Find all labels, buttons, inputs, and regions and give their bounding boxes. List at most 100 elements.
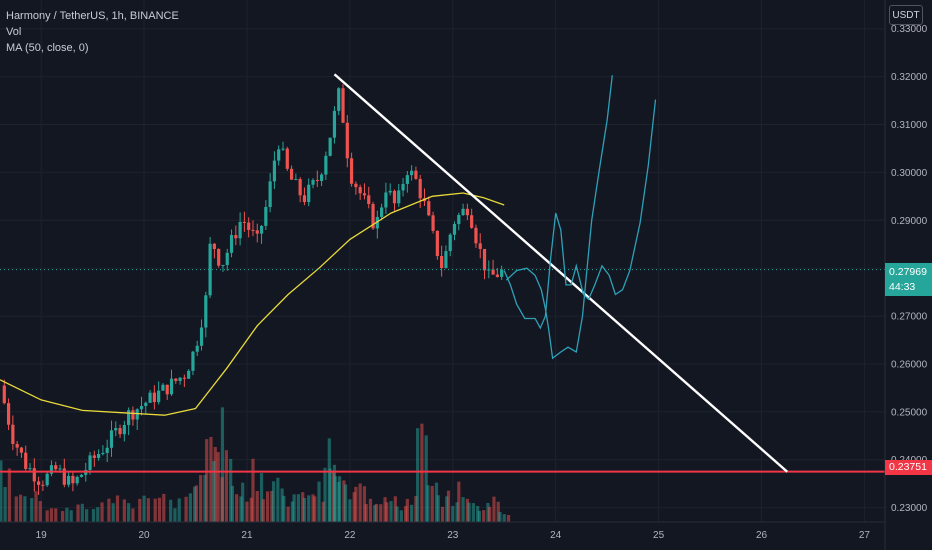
time-tick-label: 25: [653, 530, 665, 541]
volume-bar: [3, 487, 7, 522]
volume-bar: [486, 502, 490, 522]
price-tick-label: 0.27000: [891, 312, 928, 323]
price-tick-label: 0.31000: [891, 120, 928, 131]
volume-bar: [188, 493, 192, 522]
volume-bar: [235, 494, 239, 522]
candle-down: [392, 190, 397, 204]
price-tick-label: 0.30000: [891, 168, 928, 179]
time-tick-label: 22: [344, 530, 356, 541]
volume-bar: [199, 475, 203, 522]
candle-up: [135, 409, 139, 420]
volume-indicator-label[interactable]: Vol: [6, 26, 22, 38]
volume-bar: [229, 458, 233, 522]
candle-down: [341, 88, 345, 123]
candle-down: [367, 195, 371, 205]
candle-up: [311, 180, 315, 185]
candle-up: [319, 174, 324, 181]
volume-bar: [434, 482, 439, 522]
candle-up: [45, 473, 49, 486]
candle-down: [289, 168, 294, 180]
moving-average-label[interactable]: MA (50, close, 0): [6, 42, 89, 54]
volume-bar: [230, 485, 234, 522]
volume-bar: [354, 486, 358, 522]
volume-bar: [446, 490, 451, 522]
volume-bar: [220, 477, 224, 522]
candle-up: [139, 406, 144, 410]
volume-bar: [194, 485, 198, 522]
volume-bar: [292, 494, 296, 522]
volume-bar: [420, 423, 424, 522]
candle-down: [118, 428, 122, 435]
volume-bar: [410, 504, 414, 522]
candle-down: [15, 443, 19, 448]
candle-up: [169, 378, 174, 395]
candle-down: [247, 222, 251, 230]
volume-bar: [362, 486, 367, 522]
volume-bar: [393, 496, 397, 522]
candle-down: [315, 180, 319, 182]
candle-down: [358, 187, 362, 194]
last-price-tag: 0.27969 44:33: [885, 263, 932, 296]
candle-down: [431, 215, 435, 231]
volume-bar: [301, 492, 305, 522]
candle-up: [307, 184, 311, 203]
volume-bar: [85, 509, 89, 522]
time-tick-label: 19: [36, 530, 48, 541]
candle-up: [208, 243, 212, 296]
time-axis[interactable]: 19 20 21 22 23 24 25 26 27: [36, 530, 871, 541]
trendline: [333, 73, 789, 473]
volume-bar: [142, 495, 146, 522]
candle-up: [105, 447, 109, 453]
currency-selector[interactable]: USDT: [889, 5, 923, 25]
candle-up: [191, 351, 195, 371]
volume-bar: [30, 498, 34, 522]
volume-bar: [307, 495, 311, 522]
last-price-value: 0.27969: [889, 266, 927, 278]
candle-down: [92, 455, 96, 458]
time-tick-label: 20: [139, 530, 151, 541]
candle-down: [418, 178, 422, 199]
candle-up: [328, 137, 332, 156]
candle-down: [174, 378, 178, 381]
volume-bar: [255, 490, 259, 522]
candle-up: [178, 377, 182, 381]
chart-grid: [0, 0, 885, 522]
candle-up: [461, 208, 465, 216]
volume-bar: [115, 495, 120, 522]
projection-path: [503, 99, 657, 330]
candle-down: [71, 475, 75, 484]
candle-up: [448, 234, 452, 252]
volume-bar: [424, 435, 428, 522]
candle-up: [148, 392, 152, 403]
volume-bar: [440, 506, 445, 522]
volume-bar: [249, 497, 253, 522]
candle-down: [41, 484, 45, 486]
candle-down: [478, 243, 482, 249]
price-tick-label: 0.29000: [891, 216, 928, 227]
candle-up: [294, 179, 298, 181]
volume-bar: [18, 494, 23, 522]
volume-bar: [296, 494, 301, 522]
candle-down: [465, 208, 469, 216]
price-tick-label: 0.33000: [891, 24, 928, 35]
volume-bar: [506, 515, 511, 522]
volume-bar: [280, 488, 284, 522]
volume-bar: [80, 503, 84, 522]
candle-up: [444, 251, 448, 269]
volume-bars: [0, 407, 511, 522]
candle-down: [11, 424, 15, 444]
volume-bar: [333, 476, 337, 522]
candle-down: [62, 468, 66, 485]
symbol-title[interactable]: Harmony / TetherUS, 1h, BINANCE: [6, 10, 179, 22]
candle-down: [242, 221, 247, 223]
candle-down: [36, 481, 41, 485]
volume-bar: [426, 485, 430, 522]
volume-bar: [488, 506, 492, 522]
candle-down: [234, 235, 238, 239]
candle-down: [131, 410, 135, 420]
candle-up: [127, 410, 131, 426]
volume-bar: [91, 509, 96, 522]
volume-bar: [373, 505, 377, 522]
volume-bar: [69, 510, 73, 522]
